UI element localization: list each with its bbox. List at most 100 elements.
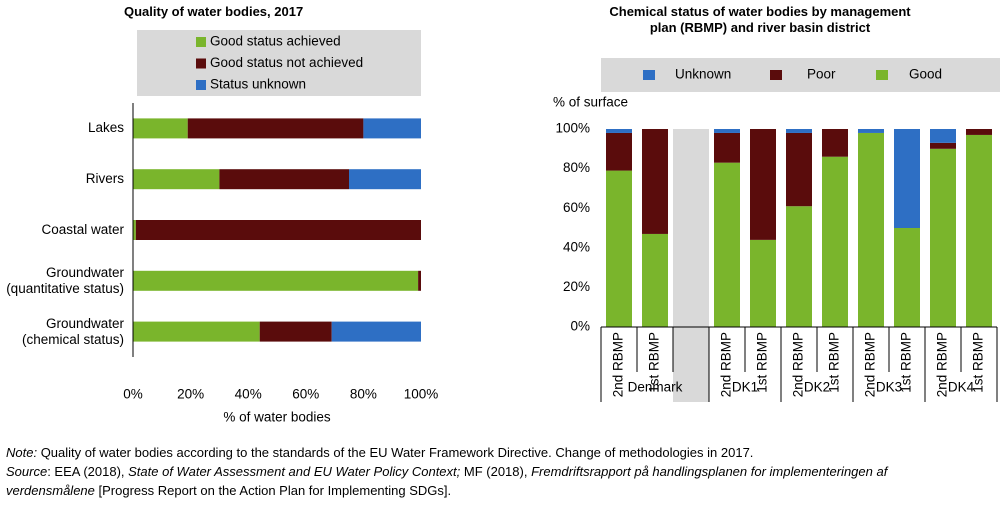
y-tick-label: Lakes [87,120,124,136]
bar-segment [930,129,956,143]
note-text: Quality of water bodies according to the… [37,445,754,460]
x-tick-label: 2nd RBMP [719,332,734,397]
chart-title: Quality of water bodies, 2017 [124,4,304,19]
group-label: DK4 [948,380,975,395]
y-tick-label: 100% [555,121,590,136]
bar-segment [349,169,421,190]
x-tick-label: 1st RBMP [827,332,842,393]
bar-segment [133,270,419,291]
bar-segment [750,129,776,240]
legend-label: Status unknown [210,77,306,92]
y-tick-label: Coastal water [41,222,124,237]
bar-segment [331,321,421,342]
chart-title: Chemical status of water bodies by manag… [609,4,911,35]
note-line: Note: Quality of water bodies according … [6,443,966,462]
note-label: Note: [6,445,38,460]
source-label: Source [6,464,48,479]
bar-segment [786,129,812,133]
bar-segment [187,118,364,139]
legend-swatch [876,70,888,80]
y-tick-label: 40% [563,239,590,254]
bar-segment [133,321,260,342]
bar-segment [133,118,188,139]
y-tick-label: 0% [570,319,590,334]
bar-segment [858,129,884,133]
bar-segment [966,129,992,135]
bar-segment [822,129,848,157]
legend-swatch [643,70,655,80]
bar-segment [642,129,668,234]
bar-segment [930,148,956,327]
legend-box [137,30,421,96]
y-tick-label: 80% [563,160,590,175]
y-tick-label: 20% [563,279,590,294]
bar-segment [966,134,992,327]
x-tick-label: 60% [292,387,319,402]
legend-label: Good status achieved [210,34,341,49]
legend-label: Good [909,67,942,82]
x-tick-label: 40% [235,387,262,402]
bar-segment [135,220,421,240]
legend-swatch [196,80,206,90]
bar-segment [786,206,812,327]
bar-segment [786,132,812,207]
x-tick-label: 100% [404,387,439,402]
source-text: : EEA (2018), [47,464,129,479]
source-text: MF (2018), [460,464,532,479]
x-axis-label: % of water bodies [223,410,331,425]
legend-swatch [770,70,782,80]
group-label: DK3 [876,380,902,395]
x-tick-label: 2nd RBMP [791,332,806,397]
bar-segment [642,233,668,327]
y-axis-label: % of surface [553,95,628,110]
x-tick-label: 2nd RBMP [611,332,626,397]
y-tick-label: Rivers [85,171,124,187]
x-tick-label: 1st RBMP [647,332,662,393]
x-tick-label: 0% [123,387,143,402]
x-tick-label: 1st RBMP [971,332,986,393]
bar-segment [750,239,776,327]
bar-segment [894,228,920,327]
bar-segment [606,129,632,133]
legend-box [601,58,1000,92]
legend-label: Good status not achieved [210,55,363,70]
legend-swatch [196,58,206,69]
bar-segment [822,156,848,327]
source-line: Source: EEA (2018), State of Water Asses… [6,462,966,500]
group-label: DK1 [732,380,758,395]
x-tick-label: 2nd RBMP [935,332,950,397]
source-title: State of Water Assessment and EU Water P… [128,464,461,479]
source-title: Fremdriftsrapport på handlingsplanen for… [6,464,888,498]
bar-segment [606,132,632,171]
y-tick-label: Groundwater (quantitative status) [6,264,124,296]
legend-swatch [196,37,206,47]
y-tick-label: 60% [563,200,590,215]
bar-segment [714,129,740,133]
bar-segment [858,132,884,327]
x-tick-label: 80% [350,387,377,402]
bar-segment [606,170,632,327]
x-tick-label: 1st RBMP [755,332,770,393]
gap-band [673,129,709,402]
group-label: DK2 [804,380,830,395]
legend-label: Unknown [675,67,731,82]
x-tick-label: 2nd RBMP [863,332,878,397]
legend-label: Poor [807,67,836,82]
y-tick-label: Groundwater (chemical status) [21,315,124,347]
bar-segment [714,132,740,163]
source-text: [Progress Report on the Action Plan for … [94,483,452,498]
bar-segment [259,321,332,342]
bar-segment [714,162,740,327]
bar-segment [418,270,421,291]
notes: Note: Quality of water bodies according … [6,443,966,500]
x-tick-label: 1st RBMP [899,332,914,393]
bar-segment [363,118,421,139]
bar-segment [930,142,956,149]
bar-segment [133,220,136,240]
bar-segment [133,169,220,190]
bar-segment [219,169,349,190]
bar-segment [894,129,920,228]
group-label: Denmark [628,380,683,395]
